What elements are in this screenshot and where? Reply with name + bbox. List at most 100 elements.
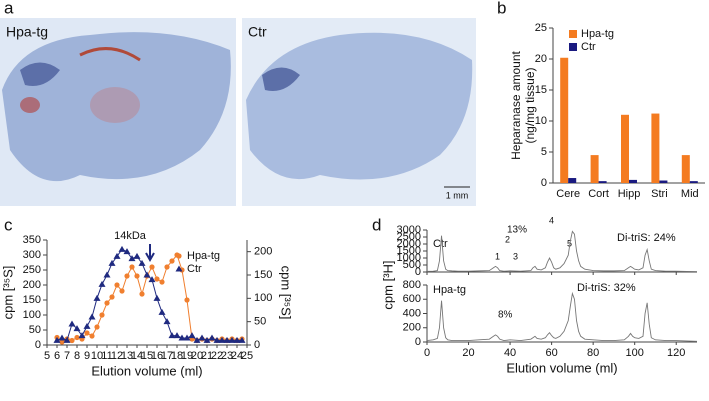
point — [158, 308, 166, 315]
annotation: 1 — [495, 251, 500, 261]
bar — [621, 114, 629, 183]
point — [208, 334, 216, 341]
y-tick-label: 20 — [535, 53, 547, 65]
point — [164, 264, 170, 270]
y-tick-label: 3000 — [397, 224, 421, 236]
image-label: Ctr — [248, 24, 267, 40]
x-tick-label: 24 — [231, 350, 243, 362]
x-tick-label: 22 — [211, 350, 223, 362]
point — [138, 259, 146, 266]
point — [68, 320, 76, 327]
bar — [590, 155, 599, 183]
annotation: Hpa-tg — [433, 284, 466, 296]
brain-image: Ctr 1 mm — [242, 18, 476, 206]
x-tick-label: 6 — [54, 350, 60, 362]
point — [104, 300, 110, 306]
x-tick-label: 80 — [587, 347, 599, 359]
annotation: 2 — [505, 234, 510, 244]
point — [108, 259, 116, 266]
x-tick-label: Mid — [681, 188, 699, 200]
annotation: 14kDa — [114, 230, 147, 242]
x-tick-label: 10 — [91, 350, 103, 362]
x-tick-label: 11 — [101, 350, 112, 362]
x-tick-label: 9 — [84, 350, 90, 362]
point — [218, 336, 226, 343]
y-tick-label: 2500 — [397, 231, 421, 243]
legend-label: Ctr — [581, 41, 596, 53]
line — [426, 291, 698, 342]
y-axis-label: (ng/mg tissue) — [523, 67, 537, 143]
y-tick-label: 15 — [535, 84, 547, 96]
y-tick-label: 150 — [254, 269, 272, 281]
x-tick-label: 12 — [111, 350, 123, 362]
x-tick-label: 15 — [141, 350, 153, 362]
point — [143, 271, 151, 278]
x-tick-label: Hipp — [618, 188, 641, 200]
annotation: 4 — [549, 215, 554, 225]
point — [114, 282, 120, 288]
brain-image: Hpa-tg — [0, 18, 236, 206]
y-tick-label: 25 — [535, 22, 547, 34]
legend-label: Ctr — [187, 263, 202, 275]
y-tick-label: 0 — [541, 177, 547, 189]
point — [58, 334, 66, 341]
x-tick-label: Cort — [588, 188, 609, 200]
y-tick-label: 0 — [415, 266, 421, 278]
point — [63, 336, 71, 343]
point — [169, 258, 175, 264]
x-tick-label: 18 — [171, 350, 183, 362]
annotation: 13% — [507, 225, 527, 236]
y-tick-label: 250 — [23, 264, 41, 276]
annotation: Di-triS: 24% — [617, 232, 676, 244]
bar — [560, 57, 569, 184]
point — [109, 294, 115, 300]
y-axis-label: Heparanase amount — [509, 50, 523, 159]
annotation: 3 — [513, 251, 518, 261]
point — [203, 336, 211, 343]
image-label: Hpa-tg — [6, 24, 48, 40]
y-tick-label: 2000 — [397, 238, 421, 250]
x-tick-label: 25 — [241, 350, 253, 362]
y-tick-label: 50 — [29, 324, 41, 336]
panel-label: c — [4, 215, 13, 234]
x-tick-label: 8 — [74, 350, 80, 362]
line — [426, 230, 698, 273]
x-tick-label: 21 — [201, 350, 213, 362]
point — [183, 334, 191, 341]
x-tick-label: 5 — [44, 350, 50, 362]
y-tick-label: 1500 — [397, 245, 421, 257]
y-tick-label: 400 — [403, 307, 421, 319]
point — [103, 271, 111, 278]
y-tick-label: 0 — [254, 339, 260, 351]
point — [73, 325, 81, 332]
y-tick-label: 350 — [23, 234, 41, 246]
y-axis-label: cpm [³H] — [380, 260, 395, 309]
y-tick-label: 200 — [403, 322, 421, 334]
point — [118, 245, 126, 252]
x-tick-label: 16 — [151, 350, 163, 362]
x-tick-label: 17 — [161, 350, 173, 362]
point — [175, 265, 183, 272]
bar — [689, 181, 698, 183]
y-tick-label: 5 — [541, 146, 547, 158]
point — [53, 336, 61, 343]
point — [154, 276, 160, 282]
point — [128, 255, 136, 262]
y-tick-label: 300 — [23, 249, 41, 261]
point — [193, 336, 201, 343]
point — [233, 336, 241, 343]
annotation: 5 — [567, 238, 572, 248]
y-tick-label: 500 — [403, 259, 421, 271]
point — [89, 333, 95, 339]
x-tick-label: 20 — [462, 347, 474, 359]
bar — [651, 113, 660, 183]
point — [159, 279, 165, 285]
point — [176, 253, 182, 259]
x-tick-label: 60 — [545, 347, 557, 359]
point — [69, 337, 75, 344]
x-tick-label: 14 — [131, 350, 143, 362]
panel-label: b — [497, 0, 506, 17]
panel-label: a — [4, 0, 14, 17]
legend-label: Hpa-tg — [581, 28, 614, 40]
point — [153, 294, 161, 301]
